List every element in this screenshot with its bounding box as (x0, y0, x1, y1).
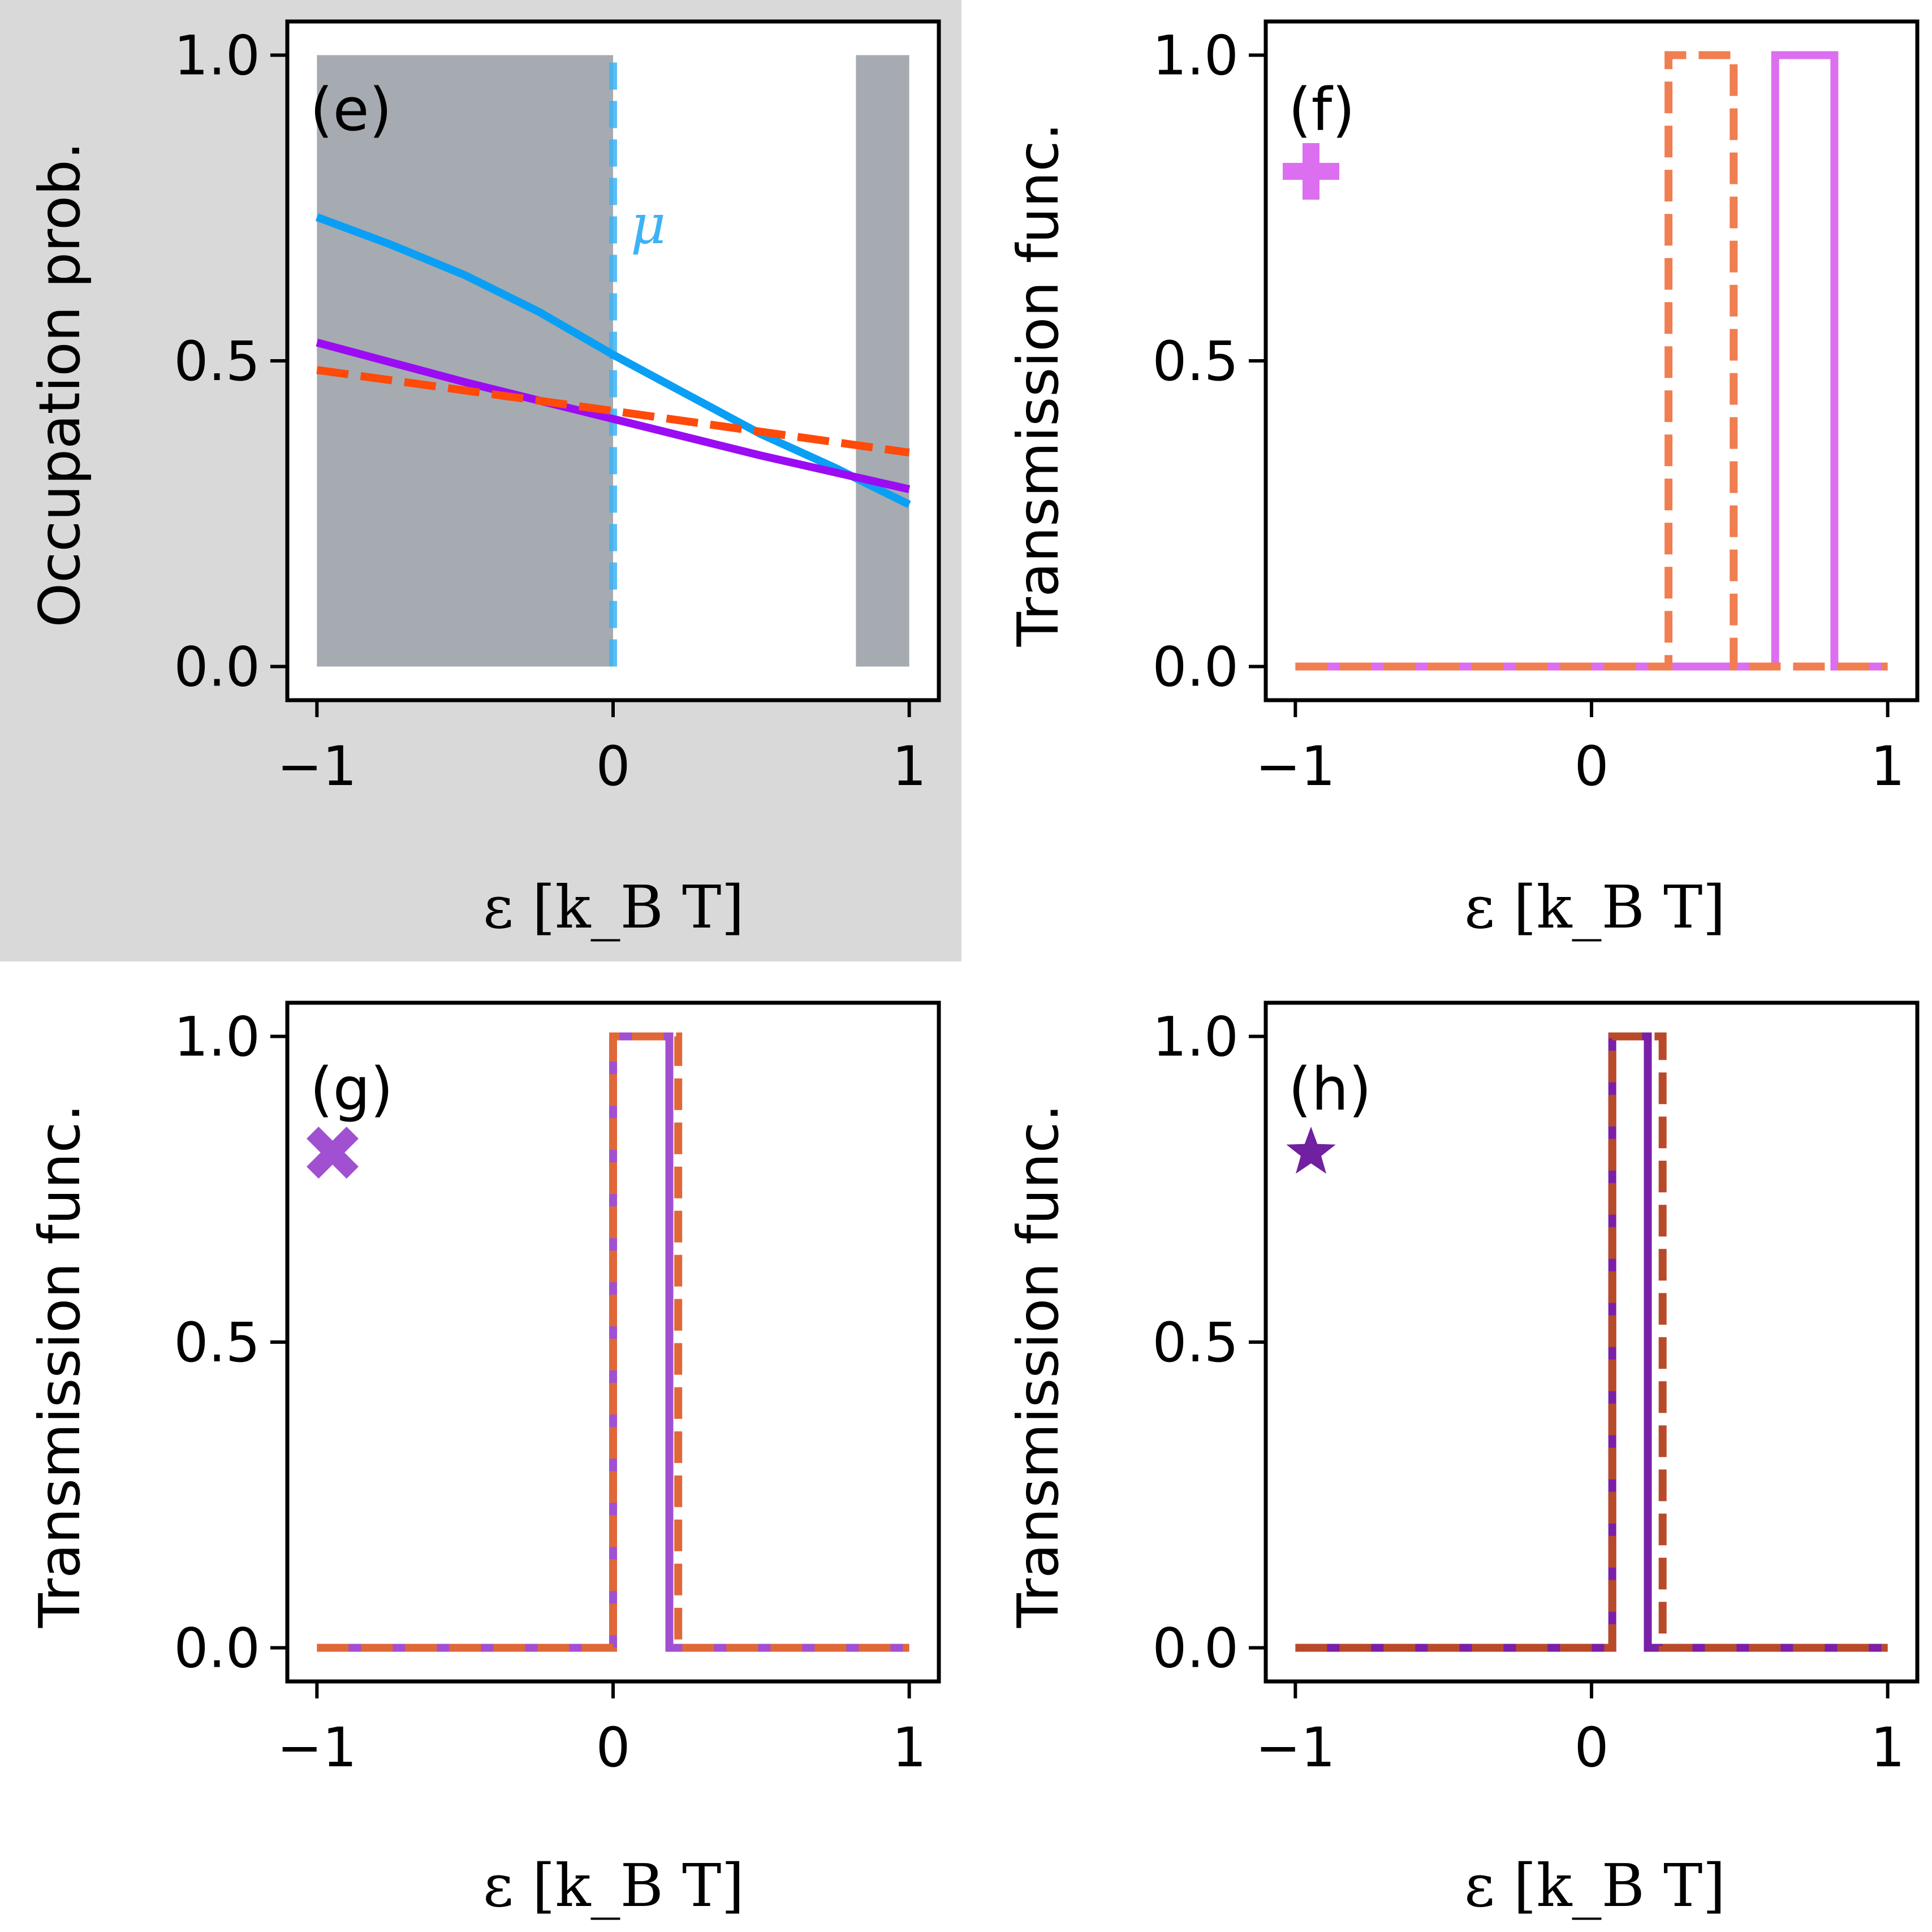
y-tick-label-h-0: 0.0 (1152, 1617, 1239, 1680)
plot-area-h (1266, 1003, 1917, 1681)
shaded-region-e-1 (856, 55, 909, 667)
cross-marker-icon-g (307, 1127, 359, 1179)
y-tick-label-e-2: 1.0 (174, 24, 260, 87)
dashed-transmission-g (317, 1032, 909, 1652)
panel-g: −1 0 1 0.0 0.5 1.0 (174, 1000, 941, 1779)
y-tick-label-f-0: 0.0 (1152, 636, 1239, 699)
x-tick-label-g-2: 1 (892, 1716, 926, 1779)
x-tick-label-g-1: 0 (596, 1716, 630, 1779)
xlabel-g: ε [k_B T] (483, 1851, 744, 1920)
x-tick-label-e-2: 1 (892, 735, 926, 798)
dashed-transmission-f (1295, 51, 1888, 671)
x-tick-label-h-2: 1 (1870, 1716, 1905, 1779)
ylabel-e: Occupation prob. (27, 142, 93, 628)
x-tick-label-f-2: 1 (1870, 735, 1905, 798)
ylabel-f: Transmission func. (1005, 123, 1071, 648)
panel-f: −1 0 1 0.0 0.5 1.0 (1152, 19, 1920, 798)
xlabel-e: ε [k_B T] (483, 873, 744, 942)
star-marker-icon-h (1286, 1127, 1336, 1174)
panel-label-g: (g) (310, 1055, 393, 1124)
panel-e: −1 0 1 0.0 0.5 1.0 (174, 19, 941, 798)
y-tick-label-f-2: 1.0 (1152, 24, 1239, 87)
x-tick-label-h-1: 0 (1574, 1716, 1608, 1779)
xlabel-h: ε [k_B T] (1464, 1851, 1726, 1920)
purple-curve-e (316, 338, 911, 493)
panel-label-f: (f) (1288, 75, 1355, 144)
mu-label: μ (631, 193, 666, 256)
x-tick-label-e-1: 0 (596, 735, 630, 798)
y-tick-label-h-2: 1.0 (1152, 1005, 1239, 1068)
ylabel-g: Transmission func. (27, 1104, 93, 1629)
y-tick-label-g-2: 1.0 (174, 1005, 260, 1068)
plus-marker-icon-f (1283, 143, 1339, 200)
cross-marker-shape-g (307, 1127, 359, 1179)
x-tick-label-g-0: −1 (277, 1716, 357, 1779)
x-tick-label-e-0: −1 (277, 735, 357, 798)
x-tick-label-f-1: 0 (1574, 735, 1608, 798)
y-tick-label-f-1: 0.5 (1152, 330, 1239, 393)
plot-area-f (1266, 21, 1917, 700)
panel-label-e: (e) (310, 75, 392, 144)
y-tick-label-g-0: 0.0 (174, 1617, 260, 1680)
x-tick-label-h-0: −1 (1256, 1716, 1336, 1779)
shaded-region-e-0 (317, 55, 613, 667)
orange-dashed-curve-e (316, 366, 910, 457)
ylabel-h: Transmission func. (1005, 1104, 1071, 1629)
y-tick-label-h-1: 0.5 (1152, 1311, 1239, 1374)
y-tick-label-e-0: 0.0 (174, 636, 260, 699)
xlabel-f: ε [k_B T] (1464, 873, 1726, 942)
x-tick-label-f-0: −1 (1256, 735, 1336, 798)
dashed-transmission-h (1295, 1032, 1888, 1652)
panel-h: −1 0 1 0.0 0.5 1.0 (1152, 1000, 1920, 1779)
blue-curve-e (315, 213, 911, 508)
y-tick-label-e-1: 0.5 (174, 330, 260, 393)
y-tick-label-g-1: 0.5 (174, 1311, 260, 1374)
panel-label-h: (h) (1288, 1055, 1372, 1124)
